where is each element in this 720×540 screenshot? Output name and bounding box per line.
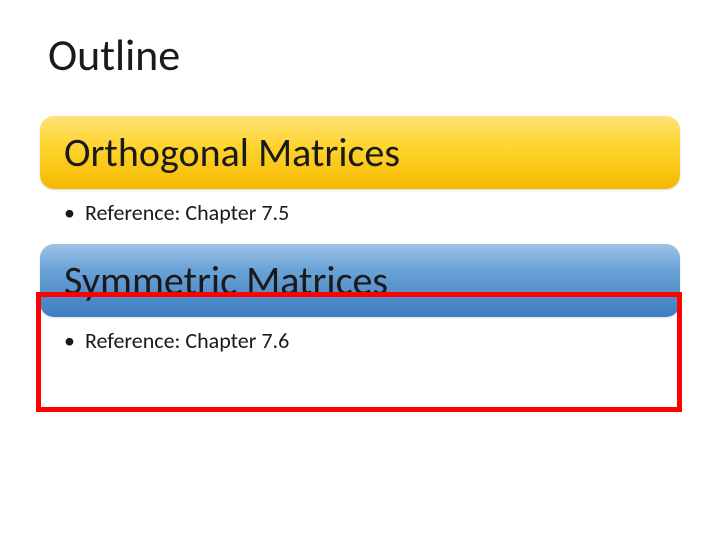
section-orthogonal: Orthogonal Matrices • Reference: Chapter …: [40, 116, 680, 226]
heading-symmetric: Symmetric Matrices: [40, 244, 680, 317]
heading-orthogonal: Orthogonal Matrices: [40, 116, 680, 189]
bullet-dot-icon: •: [64, 199, 75, 226]
bullet-symmetric: • Reference: Chapter 7.6: [64, 327, 680, 354]
bullet-dot-icon: •: [64, 327, 75, 354]
bullet-text-symmetric: Reference: Chapter 7.6: [85, 327, 289, 354]
section-symmetric: Symmetric Matrices • Reference: Chapter 7…: [40, 244, 680, 354]
bullet-orthogonal: • Reference: Chapter 7.5: [64, 199, 680, 226]
slide: Outline Orthogonal Matrices • Reference: …: [0, 0, 720, 540]
slide-title: Outline: [48, 28, 680, 82]
bullet-text-orthogonal: Reference: Chapter 7.5: [85, 199, 289, 226]
